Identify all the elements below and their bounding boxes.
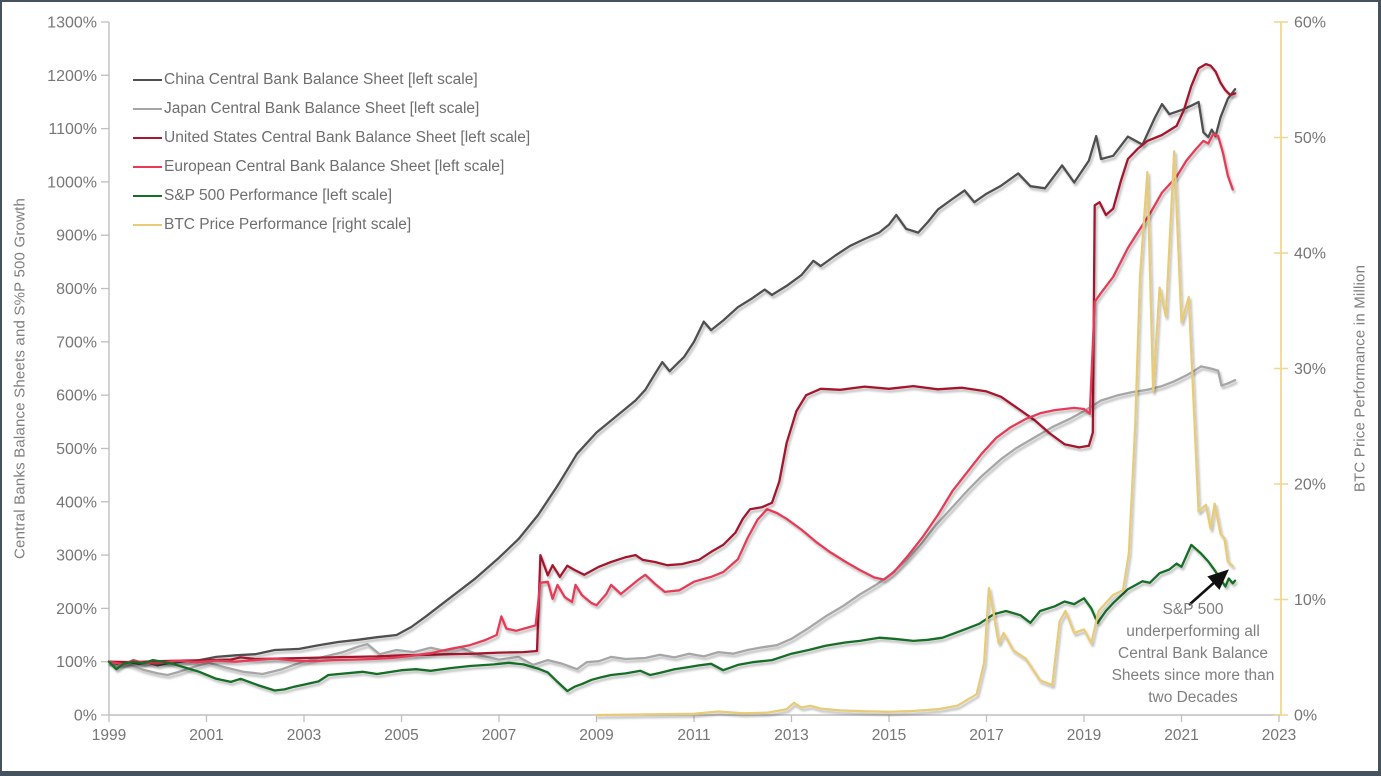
series-line-european-central-bank-balance-sheet-left-scale bbox=[107, 132, 1234, 666]
legend-swatch bbox=[133, 107, 162, 110]
legend: China Central Bank Balance Sheet [left s… bbox=[133, 65, 530, 239]
annotation-line: two Decades bbox=[1148, 689, 1238, 706]
legend-swatch bbox=[133, 136, 162, 139]
y-left-tick-label: 700% bbox=[56, 334, 97, 351]
annotation-line: Central Bank Balance bbox=[1118, 645, 1268, 662]
y-left-tick-label: 600% bbox=[56, 388, 97, 405]
legend-label: S&P 500 Performance [left scale] bbox=[164, 186, 393, 204]
x-tick-label: 2001 bbox=[189, 727, 223, 744]
axes: 0% 100% 200% 300% 400% 500% 600% 700% 800% 900% 10… bbox=[47, 15, 1326, 745]
legend-label: BTC Price Performance [right scale] bbox=[164, 215, 412, 233]
x-tick-label: 2015 bbox=[872, 727, 906, 744]
y-left-tick-label: 800% bbox=[56, 281, 97, 298]
y-left-tick-label: 1100% bbox=[48, 121, 97, 138]
annotation-line: underperforming all bbox=[1126, 623, 1260, 640]
series-group bbox=[107, 62, 1237, 717]
series-line-china-central-bank-balance-sheet-left-scale bbox=[107, 88, 1237, 667]
legend-item: China Central Bank Balance Sheet [left s… bbox=[133, 65, 530, 94]
legend-item: S&P 500 Performance [left scale] bbox=[133, 181, 530, 210]
legend-label: United States Central Bank Balance Sheet… bbox=[164, 128, 531, 146]
x-tick-label: 2003 bbox=[287, 727, 321, 744]
legend-swatch bbox=[133, 78, 162, 81]
y-left-tick-label: 200% bbox=[56, 601, 97, 618]
legend-swatch bbox=[133, 223, 162, 226]
y-left-tick-label: 500% bbox=[56, 441, 97, 458]
annotation-line: S&P 500 bbox=[1162, 601, 1224, 618]
y-left-tick-label: 1000% bbox=[47, 174, 97, 191]
series-line-japan-central-bank-balance-sheet-left-scale bbox=[107, 365, 1237, 677]
x-tick-label: 2009 bbox=[579, 727, 613, 744]
legend-label: Japan Central Bank Balance Sheet [left s… bbox=[164, 99, 480, 117]
y-left-tick-label: 0% bbox=[74, 708, 97, 725]
legend-label: China Central Bank Balance Sheet [left s… bbox=[164, 70, 478, 88]
x-tick-label: 2005 bbox=[384, 727, 418, 744]
x-tick-label: 2021 bbox=[1164, 727, 1198, 744]
x-tick-label: 2007 bbox=[482, 727, 516, 744]
y-right-tick-label: 30% bbox=[1294, 361, 1326, 378]
x-tick-label: 1999 bbox=[92, 727, 126, 744]
x-tick-label: 2011 bbox=[677, 727, 710, 744]
annotation-line: Sheets since more than bbox=[1111, 667, 1275, 684]
annotation-text: S&P 500 underperforming all Central Bank B… bbox=[1093, 599, 1293, 709]
y-left-tick-label: 1300% bbox=[47, 15, 97, 32]
series-line-s-p-500-performance-left-scale bbox=[107, 543, 1237, 693]
x-tick-label: 2013 bbox=[774, 727, 808, 744]
y-right-tick-label: 50% bbox=[1294, 130, 1326, 147]
y-right-tick-label: 20% bbox=[1294, 477, 1326, 494]
y-right-tick-label: 10% bbox=[1294, 592, 1326, 609]
y-right-tick-label: 60% bbox=[1294, 15, 1326, 32]
left-axis-title: Central Banks Balance Sheets and S%P 500… bbox=[11, 198, 29, 559]
series-line-btc-price-performance-right-scale bbox=[595, 150, 1234, 717]
y-right-tick-label: 0% bbox=[1294, 708, 1317, 725]
legend-label: European Central Bank Balance Sheet [lef… bbox=[164, 157, 505, 175]
y-left-tick-label: 400% bbox=[56, 494, 97, 511]
x-tick-label: 2023 bbox=[1262, 727, 1296, 744]
legend-item: European Central Bank Balance Sheet [lef… bbox=[133, 152, 530, 181]
x-tick-label: 2017 bbox=[969, 727, 1003, 744]
y-left-tick-label: 1200% bbox=[47, 68, 97, 85]
legend-item: Japan Central Bank Balance Sheet [left s… bbox=[133, 94, 530, 123]
y-left-tick-label: 100% bbox=[56, 654, 97, 671]
legend-item: BTC Price Performance [right scale] bbox=[133, 210, 530, 239]
y-left-tick-label: 300% bbox=[56, 548, 97, 565]
legend-swatch bbox=[133, 194, 162, 197]
x-tick-label: 2019 bbox=[1067, 727, 1101, 744]
y-left-tick-label: 900% bbox=[56, 228, 97, 245]
legend-item: United States Central Bank Balance Sheet… bbox=[133, 123, 530, 152]
legend-swatch bbox=[133, 165, 162, 168]
annotation-arrow bbox=[1188, 569, 1229, 606]
right-axis-title: BTC Price Performance in Million bbox=[1351, 264, 1369, 493]
y-right-tick-label: 40% bbox=[1294, 246, 1326, 263]
